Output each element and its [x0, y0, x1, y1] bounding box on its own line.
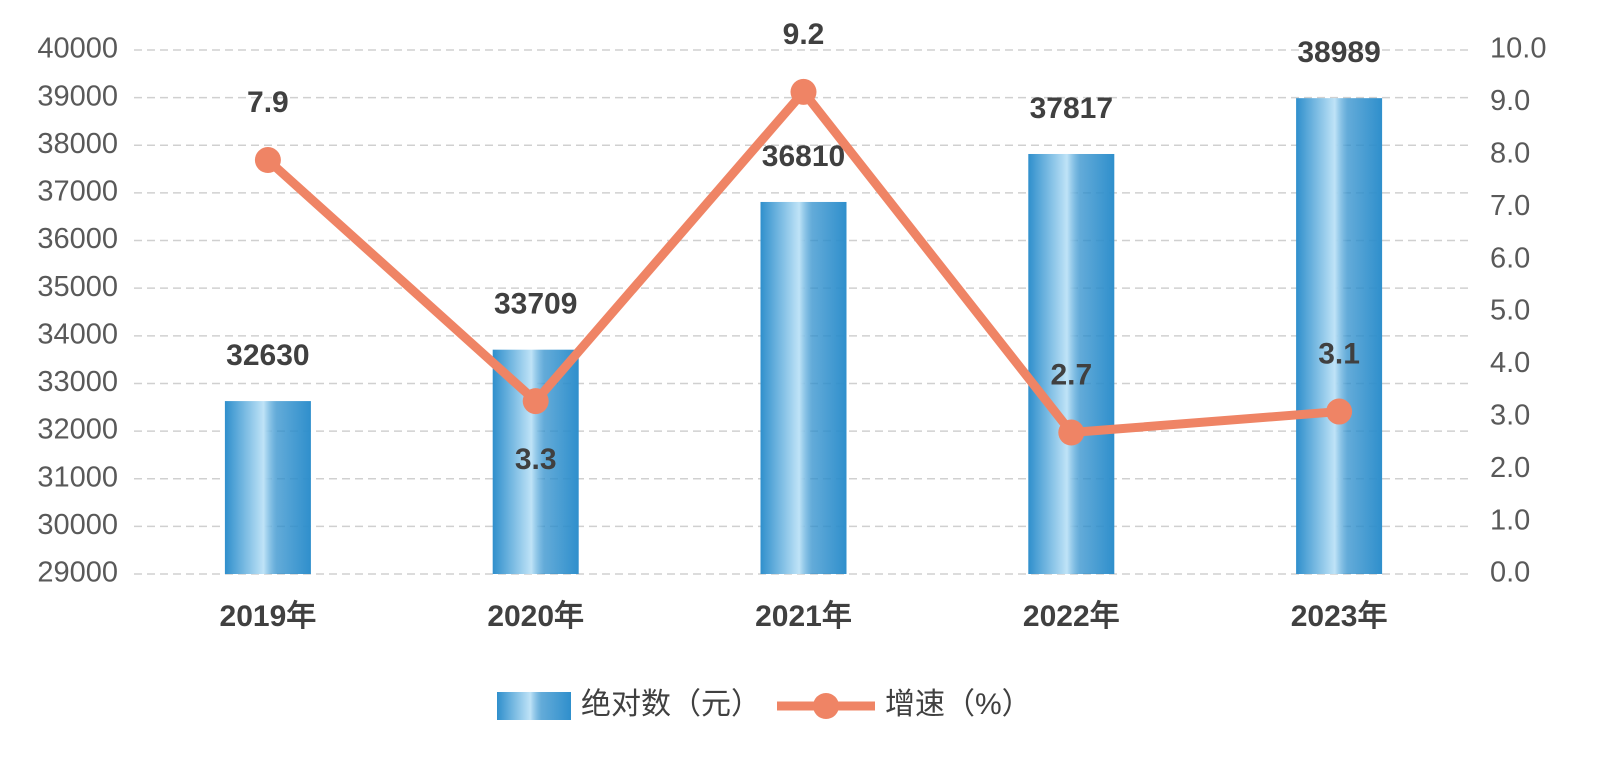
y2-tick-label: 5.0 [1490, 295, 1530, 327]
bar-value-label: 38989 [1297, 36, 1380, 69]
y-tick-label: 39000 [37, 80, 118, 112]
bar [760, 201, 847, 574]
y-tick-label: 34000 [37, 318, 118, 350]
line-value-label: 3.1 [1318, 337, 1360, 370]
bar-value-label: 36810 [762, 140, 845, 173]
y2-tick-label: 10.0 [1490, 33, 1546, 65]
y-tick-label: 31000 [37, 461, 118, 493]
y-tick-label: 35000 [37, 271, 118, 303]
y2-tick-label: 7.0 [1490, 190, 1530, 222]
y-tick-label: 33000 [37, 366, 118, 398]
x-tick-label: 2023年 [1291, 600, 1388, 633]
line-marker [522, 388, 549, 415]
y2-tick-label: 4.0 [1490, 347, 1530, 379]
y-tick-label: 29000 [37, 557, 118, 589]
line-value-label: 3.3 [515, 443, 557, 476]
line-marker [1326, 398, 1353, 425]
y-tick-label: 40000 [37, 33, 118, 65]
bar [1028, 153, 1115, 575]
legend-label: 绝对数（元） [581, 688, 761, 721]
legend-swatch [497, 692, 571, 720]
line-marker [254, 147, 281, 174]
y2-tick-label: 8.0 [1490, 137, 1530, 169]
y-tick-label: 38000 [37, 128, 118, 160]
bar-value-label: 32630 [226, 339, 309, 372]
line-marker [1058, 419, 1085, 446]
x-tick-label: 2021年 [755, 600, 852, 633]
y-tick-label: 32000 [37, 414, 118, 446]
y2-tick-label: 3.0 [1490, 399, 1530, 431]
y2-tick-label: 0.0 [1490, 557, 1530, 589]
legend-label: 增速（%） [885, 688, 1032, 721]
y2-tick-label: 1.0 [1490, 504, 1530, 536]
y-tick-label: 37000 [37, 176, 118, 208]
bar-value-label: 37817 [1030, 92, 1113, 125]
y-tick-label: 36000 [37, 223, 118, 255]
x-tick-label: 2019年 [220, 600, 317, 633]
y2-tick-label: 2.0 [1490, 452, 1530, 484]
line-value-label: 2.7 [1050, 358, 1092, 391]
y-tick-label: 30000 [37, 509, 118, 541]
y2-tick-label: 9.0 [1490, 85, 1530, 117]
bar-value-label: 33709 [494, 288, 577, 321]
x-tick-label: 2020年 [487, 600, 584, 633]
line-value-label: 9.2 [783, 18, 825, 51]
line-value-label: 7.9 [247, 86, 289, 119]
x-tick-label: 2022年 [1023, 600, 1120, 633]
bar [224, 401, 311, 574]
bar [492, 349, 579, 574]
line-marker [790, 78, 817, 105]
y2-tick-label: 6.0 [1490, 242, 1530, 274]
legend-marker [813, 693, 839, 719]
bar [1296, 98, 1383, 574]
